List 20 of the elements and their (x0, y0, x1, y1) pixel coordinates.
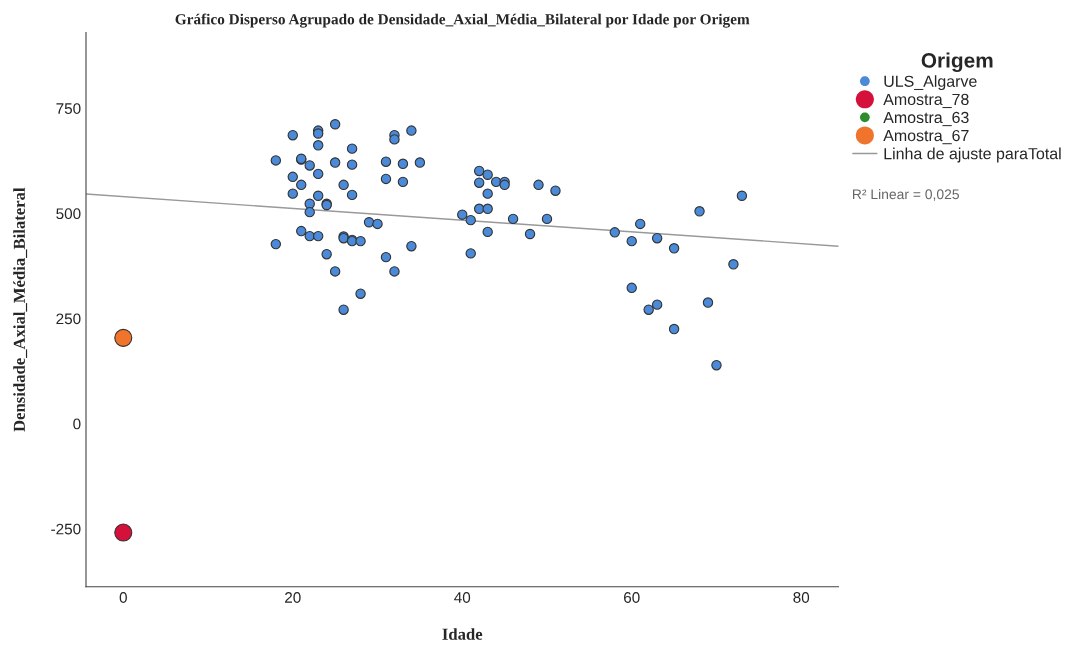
legend-title: Origem (921, 52, 993, 73)
chart-title: Gráfico Disperso Agrupado de Densidade_Axial_Média_Bilateral por Idade por Origem (175, 13, 750, 28)
legend-label: Amostra_78 (883, 93, 969, 109)
legend-label: Amostra_67 (883, 129, 969, 145)
text: R² Linear = 0,025 (853, 189, 959, 201)
y-axis-title: Densidade_Axial_Média_Bilateral (13, 187, 28, 432)
legend-label: Amostra_63 (883, 111, 969, 127)
x-tick-label: 0 (119, 592, 127, 603)
y-tick-label: 250 (56, 313, 81, 325)
x-tick-label: 60 (624, 592, 640, 603)
x-axis-title: Idade (442, 628, 483, 640)
x-tick-label: 40 (454, 592, 471, 603)
y-tick-label: 0 (73, 418, 81, 430)
y-tick-label: 750 (56, 103, 81, 114)
x-tick-label: 80 (793, 592, 810, 603)
x-tick-label: 20 (285, 592, 301, 603)
y-tick-label: -250 (51, 523, 81, 535)
legend-label: Linha de ajuste paraTotal (884, 147, 1061, 163)
y-tick-label: 500 (56, 208, 81, 220)
legend-label: ULS_Algarve (884, 75, 977, 91)
